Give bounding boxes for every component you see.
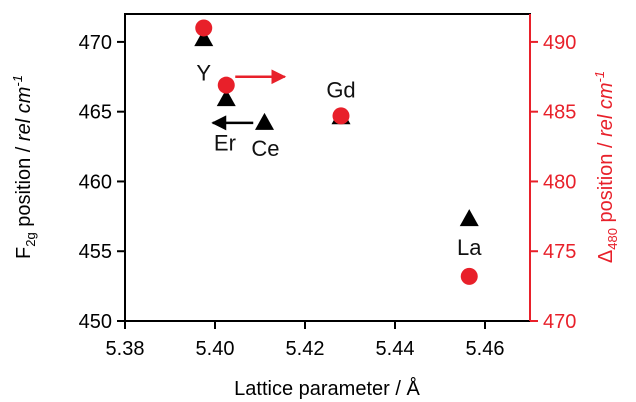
element-label-la: La [457,235,482,260]
delta480-circle-point [332,107,350,125]
x-axis-title: Lattice parameter / Å [234,377,420,400]
left-y-title-prefix: F [13,247,35,259]
f2g-series [194,29,479,227]
left-y-tick-label: 465 [79,102,112,124]
right-y-title-superscript: -1 [592,71,607,83]
delta480-circle-point [195,19,213,37]
element-label-er: Er [214,130,236,155]
delta480-circle-point [217,76,235,94]
f2g-triangle-point [194,29,214,47]
right-y-tick-label: 475 [543,241,576,263]
element-label-ce: Ce [251,136,279,161]
element-labels: Y Er Ce Gd La [196,61,482,260]
left-y-tick-label: 455 [79,241,112,263]
delta480-circle-point [460,267,478,285]
right-y-axis-ticks: 470 475 480 485 490 [530,32,576,333]
shift-arrows [211,69,287,131]
f2g-triangle-point [255,112,274,130]
right-y-title-prefix: Δ [595,250,617,263]
left-y-tick-label: 450 [79,311,112,333]
left-y-axis-ticks: 450 455 460 465 470 [79,32,125,333]
x-tick-label: 5.38 [106,338,145,360]
right-y-title-subscript: 480 [605,228,620,250]
right-y-title-middle: position / [595,137,617,228]
right-y-axis-title: Δ480 position / rel cm-1 [592,71,620,263]
left-y-title-superscript: -1 [10,75,25,87]
f2g-triangle-point [216,89,236,107]
left-y-title-subscript: 2g [23,232,38,246]
delta480-series [195,19,478,285]
right-y-title-unit: rel cm [595,82,617,136]
x-tick-label: 5.40 [196,338,235,360]
right-y-tick-label: 470 [543,311,576,333]
right-y-tick-label: 480 [543,171,576,193]
element-label-gd: Gd [326,77,355,102]
x-axis-ticks: 5.38 5.40 5.42 5.44 5.46 [106,321,505,360]
left-y-axis-title: F2g position / rel cm-1 [10,75,38,259]
element-label-y: Y [196,61,211,86]
f2g-triangle-point [459,209,479,227]
right-y-tick-label: 490 [543,32,576,54]
left-y-title-middle: position / [13,141,35,232]
left-y-tick-label: 460 [79,171,112,193]
x-tick-label: 5.42 [286,338,325,360]
left-y-tick-label: 470 [79,32,112,54]
right-y-tick-label: 485 [543,102,576,124]
x-tick-label: 5.46 [466,338,505,360]
left-y-title-unit: rel cm [13,87,35,141]
x-tick-label: 5.44 [376,338,415,360]
